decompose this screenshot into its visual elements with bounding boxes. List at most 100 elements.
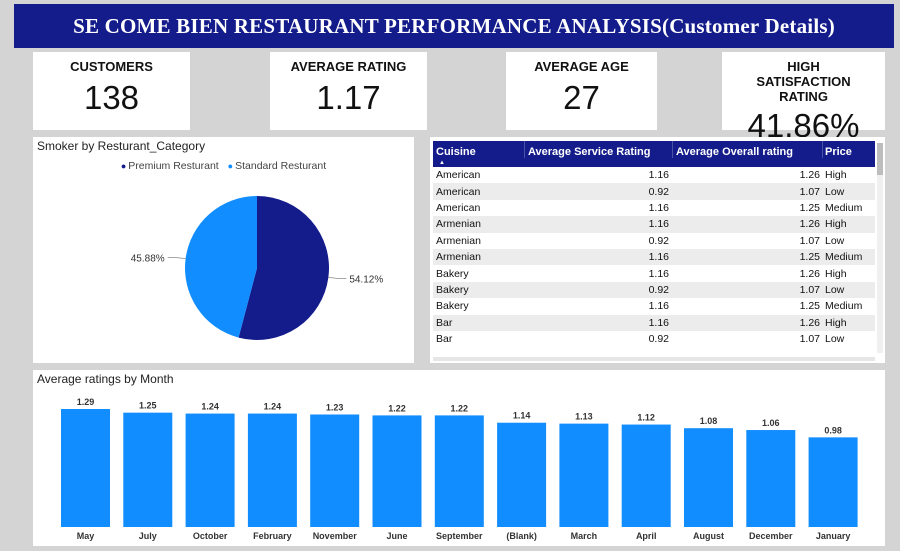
table-cell: 1.16 [648,169,669,182]
column-header-price[interactable]: Price [825,146,852,158]
column-header-service-rating[interactable]: Average Service Rating [525,141,673,158]
table-cell: 1.07 [799,283,820,296]
kpi-label: HIGH SATISFACTION RATING [756,59,851,104]
table-cell: Armenian [436,234,481,247]
table-cell: Low [825,283,845,296]
pie-leader-line [167,257,186,260]
bar-chart-panel: Average ratings by Month 1.29 May 1.25 July… [33,370,885,546]
table-header-row: Cuisine Average Service Rating Average O… [433,141,875,167]
bar[interactable] [434,415,484,527]
pie-slice-standard[interactable] [185,196,257,338]
x-tick-label: October [193,531,228,541]
pie-legend: ● Premium Resturant ● Standard Resturant [33,160,414,172]
pie-chart-title: Smoker by Resturant_Category [37,139,206,153]
table-cell: 1.25 [799,300,820,313]
bar-data-label: 1.23 [326,402,344,412]
bar[interactable] [247,413,297,527]
x-tick-label: April [636,531,657,541]
pie-chart: 54.12% 45.88% [131,196,383,340]
table-row[interactable]: Bar 1.16 1.26 High [433,314,875,331]
cuisine-table: Cuisine Average Service Rating Average O… [433,141,875,359]
x-tick-label: February [253,531,292,541]
table-cell: 1.26 [799,267,820,280]
table-cell: Armenian [436,251,481,264]
table-cell: High [825,218,847,231]
bar[interactable] [372,415,422,527]
table-cell: 1.16 [648,300,669,313]
table-cell: Bakery [436,283,469,296]
table-cell: American [436,185,481,198]
bar-data-label: 1.22 [388,403,406,413]
legend-item-premium[interactable]: ● Premium Resturant [121,160,219,172]
bar[interactable] [559,423,609,527]
x-tick-label: May [77,531,95,541]
table-row[interactable]: American 0.92 1.07 Low [433,183,875,200]
table-row[interactable]: American 1.16 1.25 Medium [433,200,875,216]
table-cell: 0.92 [648,333,669,346]
kpi-value: 1.17 [316,79,381,116]
kpi-card-customers: CUSTOMERS 138 [33,52,190,130]
table-body: American 1.16 1.26 High American 0.92 1.07 Low A… [433,167,875,347]
bar[interactable] [497,422,547,527]
pie-slice-premium[interactable] [238,196,330,340]
x-tick-label: July [139,531,157,541]
x-tick-label: August [693,531,724,541]
x-tick-label: (Blank) [506,531,537,541]
table-row[interactable]: Bakery 0.92 1.07 Low [433,281,875,299]
bar[interactable] [185,413,235,527]
x-tick-label: June [386,531,407,541]
kpi-card-average-age: AVERAGE AGE 27 [506,52,657,130]
table-cell: Bakery [436,300,469,313]
table-row[interactable]: Bakery 1.16 1.26 High [433,265,875,281]
table-cell: High [825,316,847,329]
legend-label: Standard Resturant [235,160,327,172]
table-cell: 1.07 [799,333,820,346]
table-cell: 1.16 [648,201,669,214]
legend-item-standard[interactable]: ● Standard Resturant [228,160,327,172]
table-cell: Medium [825,201,863,214]
bar[interactable] [808,437,858,527]
column-header-overall-rating[interactable]: Average Overall rating [673,141,823,158]
table-cell: Low [825,185,845,198]
kpi-card-average-rating: AVERAGE RATING 1.17 [270,52,427,130]
table-cell: 1.16 [648,267,669,280]
bar-data-label: 1.14 [513,411,531,421]
legend-dot-icon: ● [120,161,127,171]
bar[interactable] [123,412,173,527]
legend-dot-icon: ● [227,161,234,171]
table-cell: Medium [825,251,863,264]
bar-data-label: 1.24 [201,402,219,412]
table-row[interactable]: Bar 0.92 1.07 Low [433,331,875,347]
table-cell: Low [825,333,845,346]
table-cell: Bakery [436,267,469,280]
sort-ascending-icon[interactable]: ▲ [439,160,445,166]
bar-chart-title: Average ratings by Month [37,372,174,386]
table-cell: 0.92 [648,283,669,296]
horizontal-scrollbar[interactable] [433,357,875,361]
table-row[interactable]: American 1.16 1.26 High [433,167,875,183]
table-row[interactable]: Armenian 1.16 1.25 Medium [433,248,875,266]
table-cell: Bar [436,316,453,329]
table-cell: 1.25 [799,201,820,214]
table-cell: 1.16 [648,316,669,329]
table-cell: 1.16 [648,251,669,264]
bar[interactable] [310,414,360,527]
table-cell: 1.07 [799,185,820,198]
bar[interactable] [684,428,733,527]
bar[interactable] [61,409,110,527]
table-cell: 1.26 [799,316,820,329]
table-row[interactable]: Armenian 0.92 1.07 Low [433,233,875,249]
table-row[interactable]: Bakery 1.16 1.25 Medium [433,298,875,314]
table-row[interactable]: Armenian 1.16 1.26 High [433,216,875,233]
vertical-scrollbar[interactable] [877,143,883,353]
x-tick-label: November [313,531,358,541]
table-cell: American [436,201,481,214]
bar-data-label: 1.24 [264,402,282,412]
bar[interactable] [621,424,671,527]
bar-data-label: 1.12 [637,413,655,423]
bar[interactable] [746,430,796,527]
scrollbar-thumb[interactable] [877,143,883,175]
kpi-card-high-satisfaction: HIGH SATISFACTION RATING 41.86% [722,52,885,144]
column-header-cuisine[interactable]: Cuisine [433,141,525,158]
table-cell: High [825,169,847,182]
